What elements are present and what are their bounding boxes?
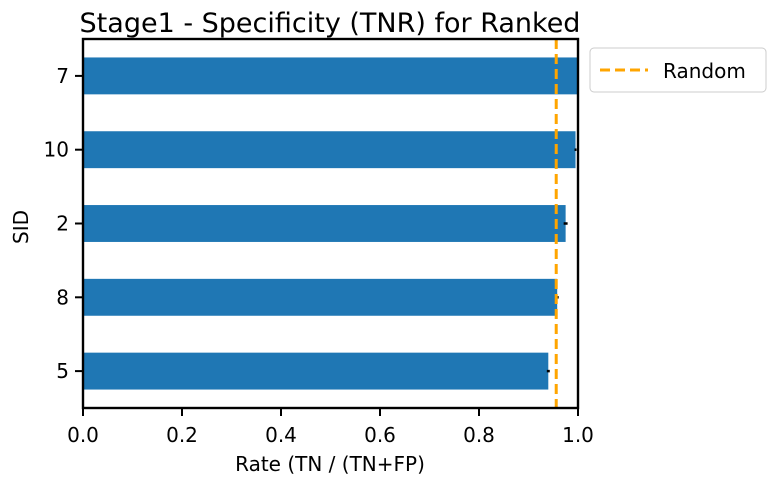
x-tick-label: 0.6 [364, 423, 396, 447]
plot-frame [81, 37, 580, 410]
legend-box [589, 47, 767, 93]
y-ticks-group: 7 10 2 8 5 [44, 64, 83, 383]
y-tick-label: 2 [56, 212, 69, 236]
legend-label-random: Random [663, 59, 746, 83]
x-tick-label: 0.8 [463, 423, 495, 447]
bars-group [83, 57, 578, 390]
bar-sid-2 [83, 205, 566, 242]
legend: Random [589, 47, 767, 93]
x-tick-label: 0.4 [265, 423, 297, 447]
x-tick-label: 0.0 [67, 423, 99, 447]
bar-sid-5 [83, 352, 549, 390]
bar-sid-10 [83, 131, 576, 169]
y-axis-label: SID [9, 210, 33, 244]
x-axis-label: Rate (TN / (TN+FP) [235, 452, 425, 476]
x-ticks-group: 0.0 0.2 0.4 0.6 0.8 1.0 [67, 408, 594, 447]
y-tick-label: 7 [56, 64, 69, 88]
bar-sid-8 [83, 278, 558, 316]
chart-title: Stage1 - Specificity (TNR) for Ranked [80, 8, 581, 39]
y-tick-label: 8 [56, 285, 69, 309]
x-tick-label: 0.2 [166, 423, 198, 447]
y-tick-label: 5 [56, 359, 69, 383]
bar-sid-7 [83, 57, 578, 95]
x-tick-label: 1.0 [562, 423, 594, 447]
y-tick-label: 10 [44, 138, 69, 162]
